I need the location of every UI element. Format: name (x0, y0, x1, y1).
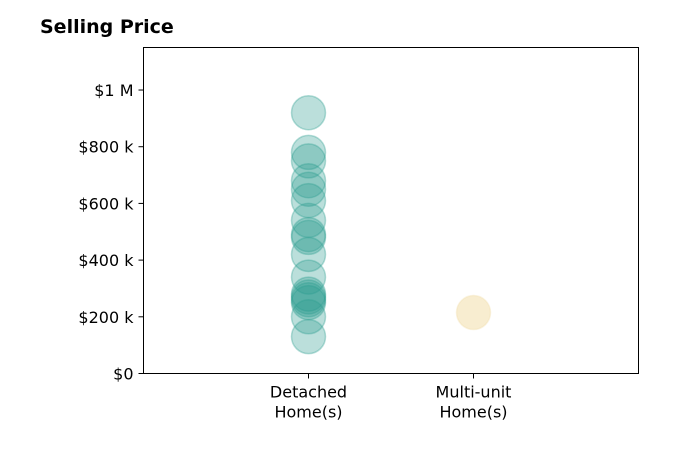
chart-title: Selling Price (40, 16, 174, 38)
data-point (290, 216, 327, 253)
y-tick-label: $800 k (78, 138, 134, 157)
x-tick-label-line: Home(s) (274, 403, 342, 422)
data-point (290, 299, 327, 335)
data-point (290, 171, 327, 207)
y-tick-label: $600 k (78, 194, 134, 213)
x-axis: Detached Home(s)Multi-unit Home(s) (270, 373, 512, 422)
plot-area-frame (143, 47, 639, 374)
data-point (290, 162, 327, 199)
x-tick-label-line: Detached (270, 383, 347, 402)
data-point (290, 282, 327, 318)
data-point (290, 279, 327, 315)
data-point (290, 259, 327, 295)
x-tick-label: Multi-unit Home(s) (436, 383, 512, 422)
x-tick-label: Detached Home(s) (270, 383, 347, 422)
y-tick-label: $0 (113, 365, 133, 384)
data-point (455, 294, 492, 331)
data-point (290, 318, 327, 355)
data-points (290, 94, 492, 355)
data-point (290, 202, 327, 239)
data-point (290, 94, 327, 131)
y-axis: $0 $200 k $400 k $600 k $800 k $1 M (78, 81, 144, 384)
data-point (290, 276, 327, 312)
x-tick-label-line: Multi-unit (436, 383, 512, 402)
data-point (290, 236, 327, 273)
data-point (290, 182, 327, 219)
y-tick-label: $200 k (78, 308, 134, 327)
data-point (290, 284, 327, 321)
y-tick-label: $400 k (78, 251, 134, 270)
data-point (290, 134, 327, 171)
y-tick-label: $1 M (94, 81, 133, 100)
data-point (290, 143, 327, 179)
data-point (290, 219, 327, 256)
x-tick-label-line: Home(s) (439, 403, 507, 422)
